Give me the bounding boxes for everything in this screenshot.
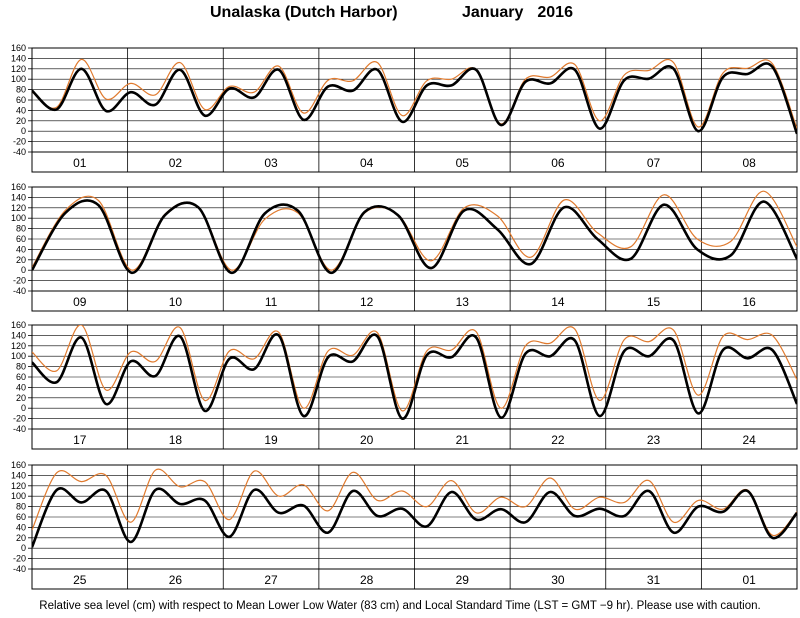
- y-tick-label: 100: [11, 351, 26, 361]
- y-tick-label: 120: [11, 203, 26, 213]
- y-tick-label: 80: [16, 502, 26, 512]
- day-label: 22: [551, 433, 565, 447]
- y-tick-label: 40: [16, 522, 26, 532]
- day-label: 14: [551, 295, 565, 309]
- y-tick-label: 80: [16, 224, 26, 234]
- y-tick-label: 0: [21, 126, 26, 136]
- day-label: 10: [169, 295, 183, 309]
- y-tick-label: -40: [13, 286, 26, 296]
- day-label: 13: [456, 295, 470, 309]
- day-label: 02: [169, 156, 183, 170]
- day-label: 04: [360, 156, 374, 170]
- day-label: 25: [73, 573, 87, 587]
- day-label: 31: [647, 573, 661, 587]
- y-tick-label: -40: [13, 147, 26, 157]
- predicted-tide-line: [32, 333, 797, 420]
- observed-tide-line: [32, 468, 797, 536]
- y-tick-label: 80: [16, 362, 26, 372]
- y-tick-label: 60: [16, 234, 26, 244]
- day-label: 05: [456, 156, 470, 170]
- y-tick-label: -20: [13, 554, 26, 564]
- day-label: 03: [264, 156, 278, 170]
- panel-frame: [31, 47, 798, 173]
- y-tick-label: 160: [11, 460, 26, 470]
- day-label: 12: [360, 295, 374, 309]
- y-tick-label: 40: [16, 244, 26, 254]
- panel-frame: [31, 324, 798, 450]
- day-label: 29: [456, 573, 470, 587]
- day-label: 18: [169, 433, 183, 447]
- y-tick-label: 100: [11, 491, 26, 501]
- y-tick-label: 120: [11, 481, 26, 491]
- y-tick-label: 60: [16, 372, 26, 382]
- footnote: Relative sea level (cm) with respect to …: [39, 600, 761, 612]
- y-tick-label: 140: [11, 53, 26, 63]
- predicted-tide-line: [32, 487, 797, 548]
- y-tick-label: 120: [11, 341, 26, 351]
- day-label: 16: [743, 295, 757, 309]
- y-tick-label: 60: [16, 95, 26, 105]
- day-label: 24: [743, 433, 757, 447]
- y-tick-label: 100: [11, 213, 26, 223]
- day-label: 27: [264, 573, 278, 587]
- y-tick-label: 140: [11, 330, 26, 340]
- y-tick-label: 0: [21, 265, 26, 275]
- y-tick-label: 160: [11, 43, 26, 53]
- day-label: 08: [743, 156, 757, 170]
- panel-frame: [31, 186, 798, 312]
- day-label: 06: [551, 156, 565, 170]
- y-tick-label: 40: [16, 105, 26, 115]
- y-tick-label: 20: [16, 393, 26, 403]
- y-tick-label: -40: [13, 424, 26, 434]
- day-label: 19: [264, 433, 278, 447]
- y-tick-label: -40: [13, 564, 26, 574]
- y-tick-label: 120: [11, 64, 26, 74]
- y-tick-label: 160: [11, 182, 26, 192]
- y-tick-label: -20: [13, 137, 26, 147]
- day-label: 01: [743, 573, 757, 587]
- day-label: 07: [647, 156, 661, 170]
- day-label: 11: [265, 295, 278, 309]
- y-tick-label: 140: [11, 192, 26, 202]
- predicted-tide-line: [32, 199, 797, 275]
- y-tick-label: 140: [11, 470, 26, 480]
- y-tick-label: 20: [16, 533, 26, 543]
- observed-tide-line: [32, 58, 797, 129]
- y-tick-label: -20: [13, 276, 26, 286]
- y-tick-label: 60: [16, 512, 26, 522]
- day-label: 20: [360, 433, 374, 447]
- y-tick-label: 40: [16, 382, 26, 392]
- y-tick-label: 20: [16, 116, 26, 126]
- y-tick-label: -20: [13, 414, 26, 424]
- title-period: January 2016: [462, 4, 573, 22]
- chart-title: Unalaska (Dutch Harbor) January 2016: [0, 4, 800, 26]
- day-label: 28: [360, 573, 374, 587]
- panel-frame: [31, 464, 798, 590]
- day-label: 01: [73, 156, 87, 170]
- y-tick-label: 0: [21, 403, 26, 413]
- day-label: 21: [456, 433, 470, 447]
- y-tick-label: 160: [11, 320, 26, 330]
- y-tick-label: 100: [11, 74, 26, 84]
- station-name: Unalaska (Dutch Harbor): [210, 4, 398, 21]
- title-year: 2016: [537, 4, 573, 21]
- day-label: 15: [647, 295, 661, 309]
- title-month: January: [462, 4, 524, 21]
- day-label: 09: [73, 295, 87, 309]
- day-label: 17: [73, 433, 87, 447]
- observed-tide-line: [32, 325, 797, 412]
- y-tick-label: 0: [21, 543, 26, 553]
- y-tick-label: 20: [16, 255, 26, 265]
- day-label: 26: [169, 573, 183, 587]
- predicted-tide-line: [32, 62, 797, 135]
- day-label: 23: [647, 433, 661, 447]
- y-tick-label: 80: [16, 85, 26, 95]
- day-label: 30: [551, 573, 565, 587]
